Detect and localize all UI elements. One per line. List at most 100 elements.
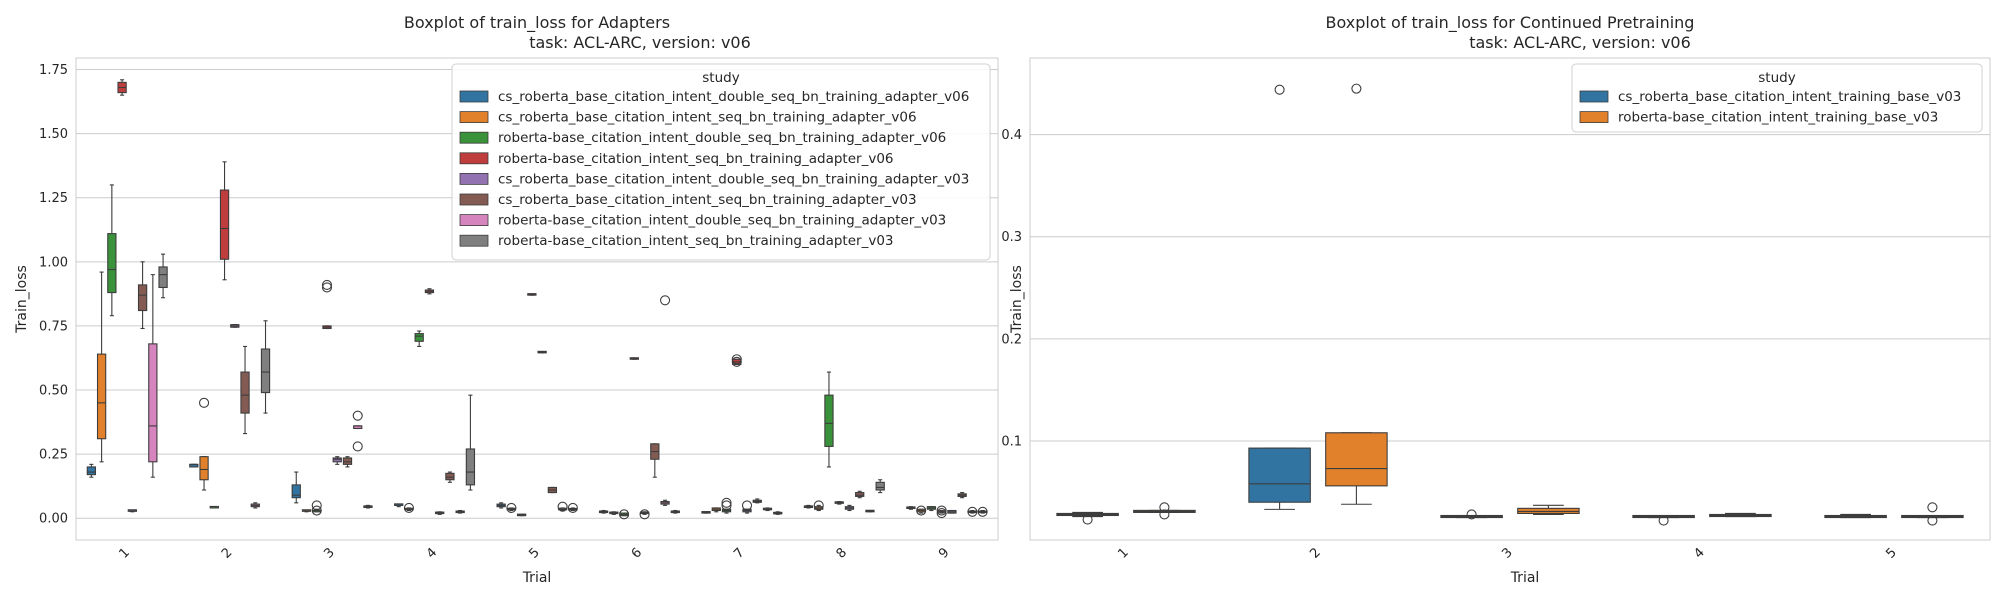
pretraining-outlier (1274, 84, 1285, 95)
pretraining-box (1133, 502, 1196, 520)
adapters-legend-swatch (459, 152, 489, 165)
adapters-box (86, 463, 97, 478)
adapters-box-iqr (148, 343, 158, 463)
adapters-outlier (721, 500, 732, 511)
adapters-box (957, 492, 967, 499)
adapters-x-ticks: 1 2 3 4 5 6 7 8 9 (117, 545, 953, 561)
pretraining-legend-swatch (1579, 111, 1609, 123)
adapters-chart: 0.00 0.25 0.50 0.75 1.00 1.25 1.50 1.75 1 2 3 4 5 6 7… (14, 13, 999, 586)
adapters-outlier (619, 509, 630, 520)
adapters-y-tick-label: 1.00 (39, 255, 68, 270)
adapters-box (855, 490, 865, 499)
adapters-box (414, 330, 424, 347)
pretraining-box-iqr (1248, 447, 1311, 503)
pretraining-title-line1: Boxplot of train_loss for Continued Pret… (1326, 13, 1695, 33)
adapters-box (496, 502, 506, 509)
adapters-outlier (403, 502, 414, 514)
adapters-box (977, 506, 988, 517)
pretraining-box (1325, 83, 1388, 505)
adapters-x-tick-label: 4 (424, 545, 440, 561)
adapters-box (650, 443, 660, 478)
adapters-box-iqr (96, 353, 107, 440)
pretraining-y-axis-label: Train_loss (1009, 265, 1025, 334)
adapters-box (762, 507, 773, 512)
adapters-x-tick-label: 1 (117, 545, 133, 561)
adapters-box (363, 504, 373, 509)
adapters-x-tick-label: 8 (834, 545, 850, 561)
adapters-box (209, 505, 219, 509)
pretraining-legend-swatch (1579, 90, 1609, 103)
adapters-box (773, 511, 783, 515)
pretraining-x-axis-label: Trial (1510, 570, 1540, 586)
adapters-box (96, 271, 107, 463)
adapters-outlier (352, 441, 363, 452)
adapters-box (219, 161, 230, 281)
adapters-box (148, 274, 158, 478)
adapters-outlier (352, 410, 363, 421)
adapters-x-tick-label: 5 (526, 545, 542, 561)
pretraining-y-ticks: 0.1 0.2 0.3 0.4 (1001, 128, 1022, 449)
adapters-outlier (321, 282, 333, 293)
adapters-boxes (86, 79, 988, 520)
adapters-outlier (506, 502, 517, 514)
adapters-legend-label: cs_roberta_base_citation_intent_double_s… (498, 171, 969, 187)
adapters-box (465, 394, 476, 491)
adapters-outlier (721, 497, 732, 508)
pretraining-y-tick-label: 0.3 (1001, 230, 1022, 245)
adapters-box (127, 509, 137, 513)
adapters-box-iqr (199, 456, 209, 481)
adapters-legend-box (451, 63, 991, 261)
pretraining-box (1709, 512, 1772, 518)
adapters-box (660, 295, 671, 506)
adapters-box (824, 371, 834, 468)
pretraining-legend-label: roberta-base_citation_intent_training_ba… (1618, 110, 1938, 126)
pretraining-x-tick-label: 2 (1307, 545, 1323, 561)
adapters-box-iqr (342, 457, 353, 465)
pretraining-x-tick-label: 1 (1115, 545, 1131, 561)
adapters-box (619, 509, 630, 520)
adapters-outlier (311, 505, 322, 516)
pretraining-box-iqr (1325, 432, 1388, 487)
adapters-box (906, 506, 916, 510)
adapters-box (250, 502, 260, 509)
adapters-box (916, 505, 927, 516)
adapters-box-iqr (260, 348, 271, 394)
adapters-outlier (916, 505, 927, 516)
adapters-box (639, 509, 650, 520)
adapters-legend-label: roberta-base_citation_intent_double_seq_… (498, 130, 946, 146)
adapters-box (701, 511, 711, 514)
adapters-box (311, 500, 322, 516)
adapters-box-iqr (875, 481, 885, 491)
adapters-legend-swatch (459, 214, 489, 227)
adapters-box (721, 497, 732, 514)
adapters-outlier (567, 502, 578, 514)
pretraining-outlier (1927, 515, 1938, 526)
adapters-title-line1: Boxplot of train_loss for Adapters (404, 13, 670, 33)
adapters-legend-label: cs_roberta_base_citation_intent_seq_bn_t… (498, 110, 917, 126)
adapters-outlier (557, 501, 568, 512)
adapters-box (424, 288, 435, 295)
adapters-box (435, 511, 445, 515)
pretraining-box (1824, 513, 1887, 519)
adapters-box (321, 279, 333, 330)
adapters-outlier (977, 506, 988, 517)
adapters-box (936, 505, 947, 519)
pretraining-outlier (1159, 509, 1170, 520)
pretraining-x-tick-label: 3 (1499, 545, 1515, 561)
adapters-legend-swatch (459, 111, 489, 123)
adapters-y-axis-label: Train_loss (14, 265, 30, 334)
adapters-box (455, 509, 465, 514)
adapters-box (352, 410, 363, 452)
adapters-box (547, 486, 558, 494)
adapters-legend-label: roberta-base_citation_intent_double_seq_… (498, 213, 946, 229)
pretraining-outlier (1658, 515, 1669, 526)
adapters-box (670, 509, 680, 514)
adapters-box (537, 350, 547, 354)
adapters-box-iqr (332, 457, 342, 463)
adapters-box-iqr (465, 448, 476, 486)
adapters-box (158, 253, 168, 299)
adapters-outlier (936, 505, 947, 516)
adapters-box (260, 320, 271, 414)
adapters-box (189, 463, 199, 468)
